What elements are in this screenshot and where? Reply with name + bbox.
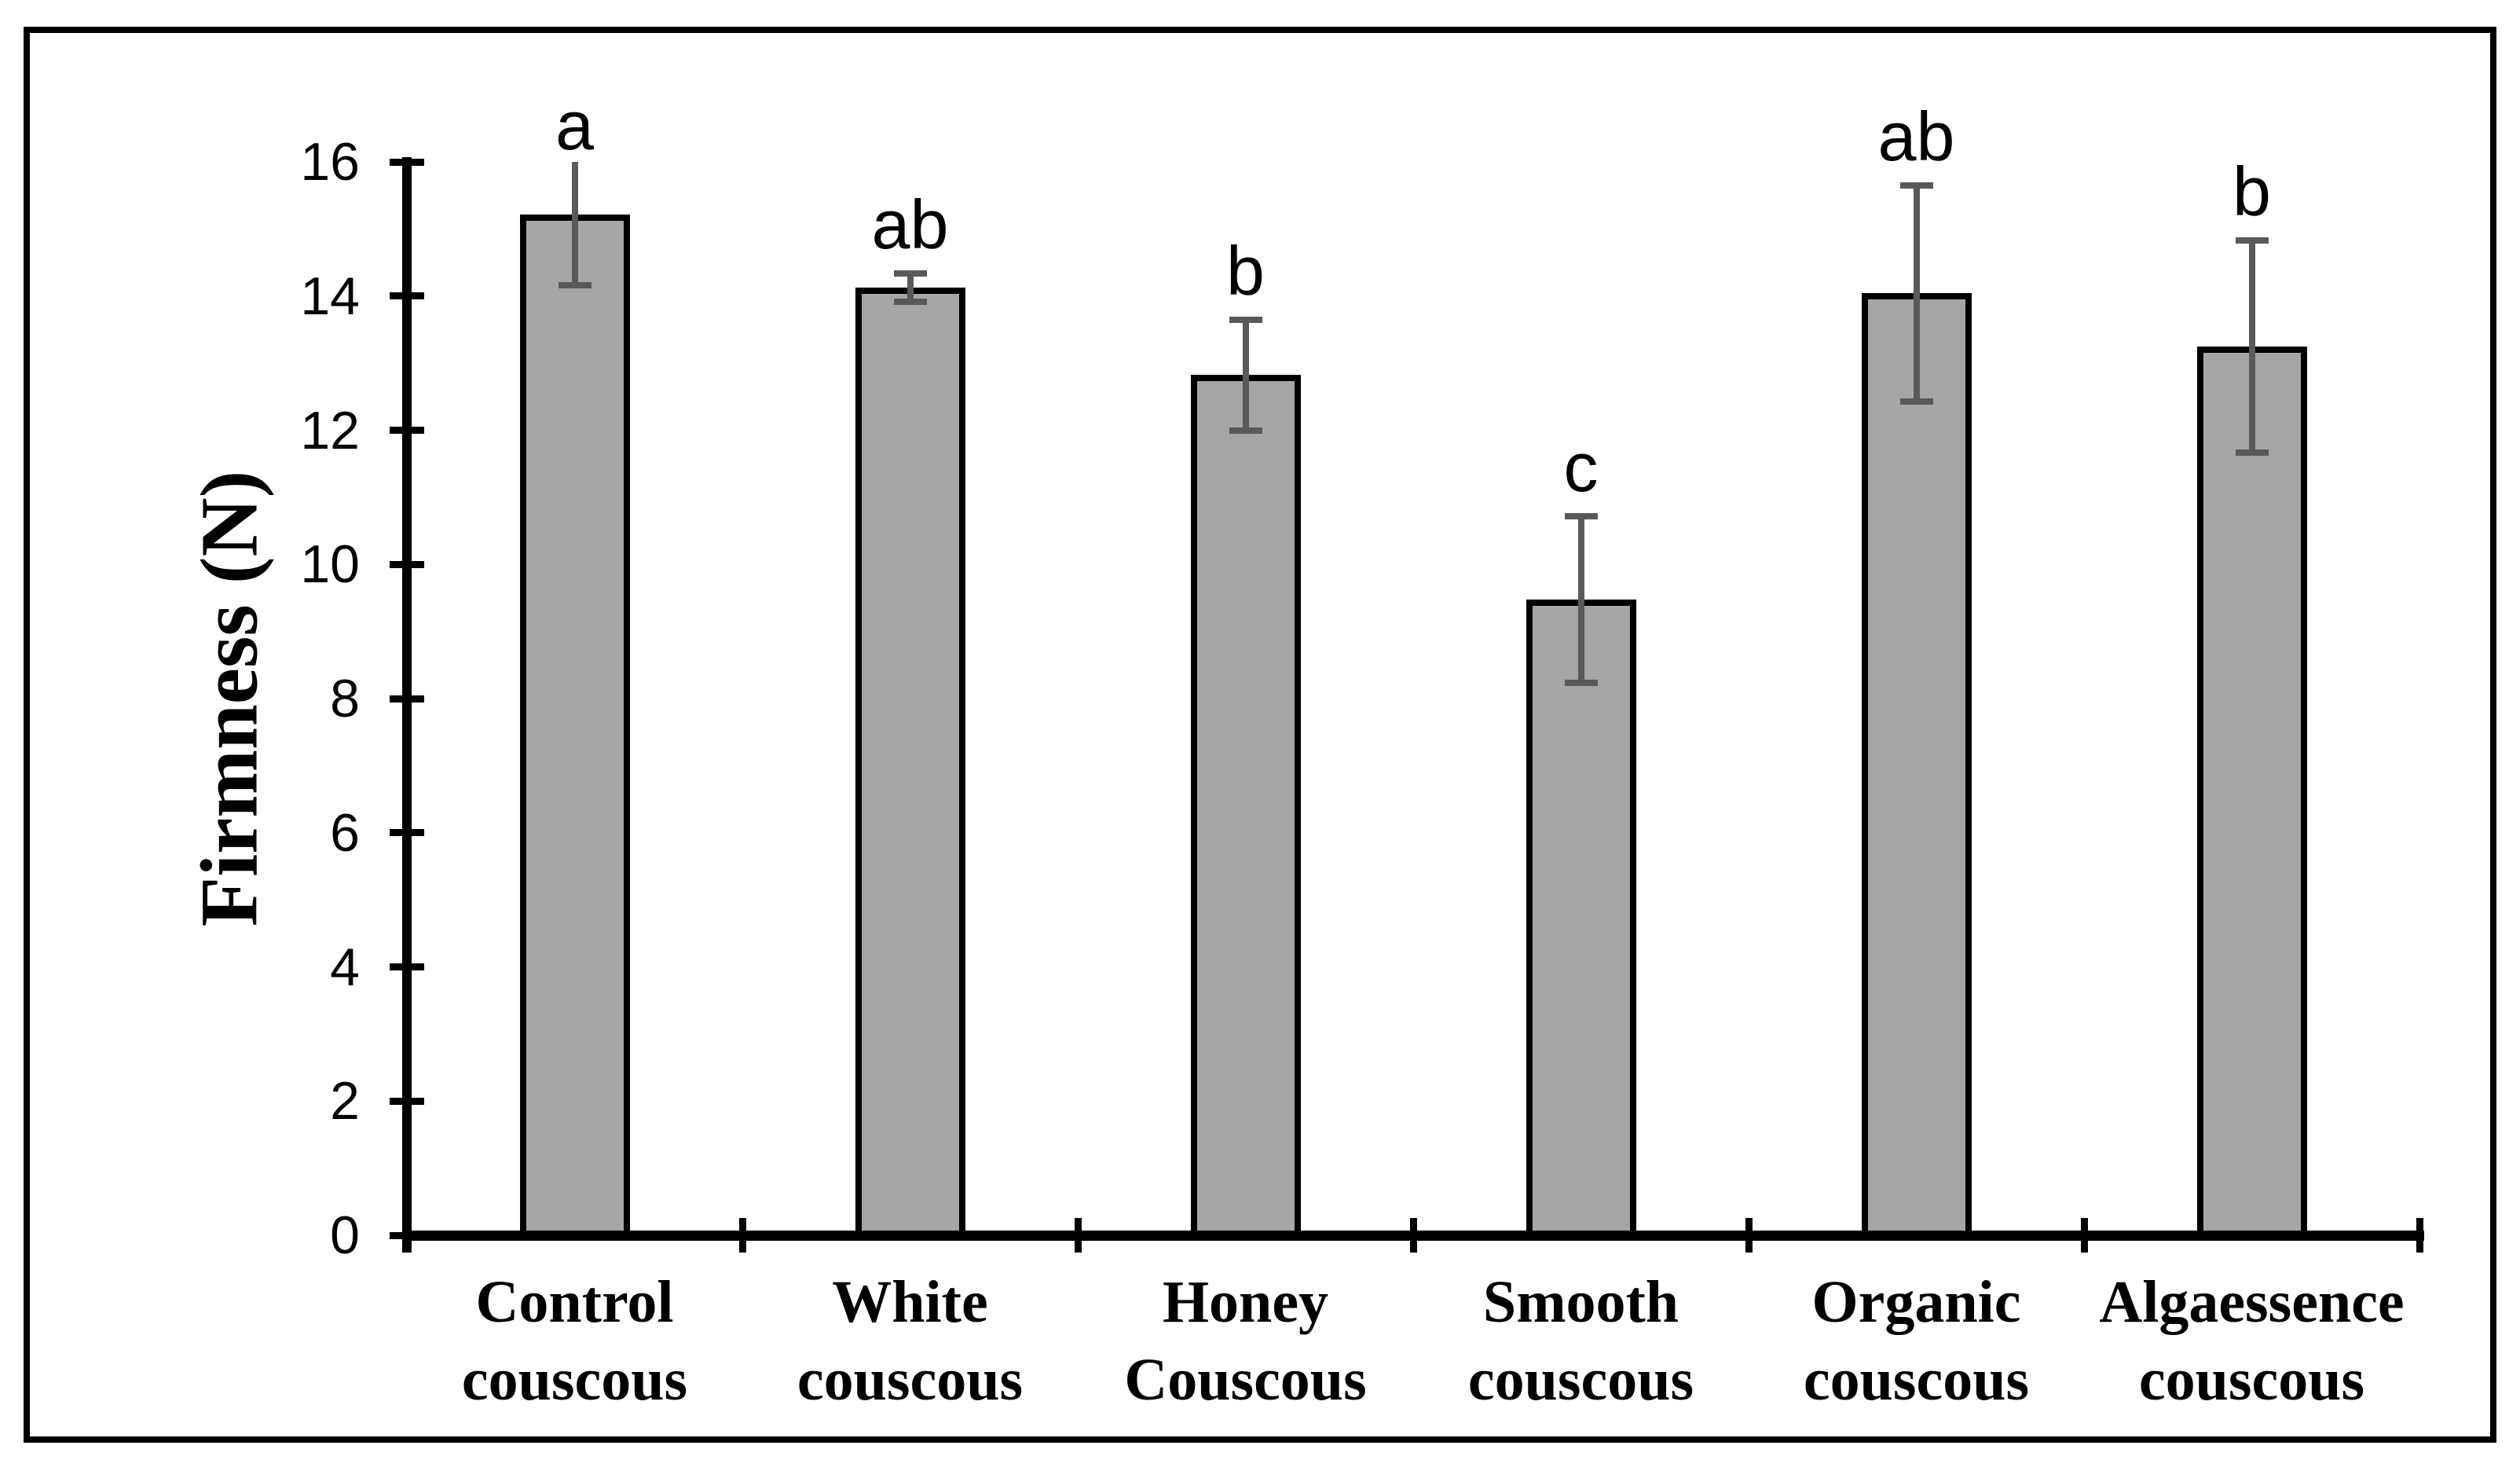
error-bar-line bbox=[571, 162, 578, 286]
y-tick-label: 14 bbox=[300, 266, 360, 326]
x-axis-label-line: Smooth bbox=[1482, 1269, 1679, 1335]
error-bar-cap-top bbox=[1899, 182, 1933, 189]
error-bar-cap-bottom bbox=[1564, 679, 1598, 686]
error-bar-cap-top bbox=[893, 270, 927, 277]
significance-letter: c bbox=[1563, 427, 1599, 506]
x-axis-label-line: Honey bbox=[1162, 1269, 1329, 1335]
x-axis-label-line: couscous bbox=[1467, 1347, 1694, 1413]
significance-letter: ab bbox=[871, 185, 949, 263]
x-tick-mark bbox=[2416, 1218, 2423, 1253]
y-tick-label: 6 bbox=[330, 802, 360, 863]
error-bar-line bbox=[1913, 185, 1920, 402]
bar-4 bbox=[1526, 599, 1636, 1235]
x-axis-label: Algaessence couscous bbox=[2084, 1264, 2419, 1419]
bar-3 bbox=[1190, 375, 1301, 1235]
x-tick-mark bbox=[1074, 1218, 1082, 1253]
error-bar-line bbox=[1242, 320, 1249, 431]
significance-letter: b bbox=[2232, 152, 2271, 230]
x-tick-mark bbox=[1409, 1218, 1417, 1253]
y-tick-mark bbox=[390, 829, 424, 837]
x-axis-label-line: Couscous bbox=[1124, 1347, 1367, 1413]
error-bar-cap-bottom bbox=[893, 298, 927, 305]
y-tick-label: 4 bbox=[330, 937, 360, 997]
x-axis-label: Honey Couscous bbox=[1078, 1264, 1413, 1419]
error-bar-cap-top bbox=[2235, 237, 2269, 244]
x-axis-label-line: Algaessence bbox=[2099, 1269, 2405, 1335]
bar-6 bbox=[2196, 346, 2307, 1235]
y-axis-line bbox=[402, 157, 412, 1253]
significance-letter: b bbox=[1226, 232, 1265, 310]
error-bar-line bbox=[2248, 240, 2255, 453]
x-axis-label-line: Control bbox=[475, 1269, 674, 1335]
y-tick-mark bbox=[390, 1097, 424, 1105]
bar-2 bbox=[855, 287, 965, 1235]
x-axis-label: Smooth couscous bbox=[1413, 1264, 1749, 1419]
significance-letter: ab bbox=[1877, 97, 1955, 175]
y-tick-label: 2 bbox=[330, 1071, 360, 1132]
bar-1 bbox=[519, 214, 630, 1235]
significance-letter: a bbox=[555, 86, 594, 164]
error-bar-cap-bottom bbox=[1229, 427, 1262, 434]
x-tick-mark bbox=[2080, 1218, 2088, 1253]
x-tick-mark bbox=[738, 1218, 746, 1253]
x-axis-label-line: Organic bbox=[1811, 1269, 2021, 1335]
y-tick-mark bbox=[390, 963, 424, 970]
y-tick-label: 8 bbox=[330, 669, 360, 728]
y-tick-mark bbox=[390, 158, 424, 166]
x-tick-mark bbox=[1745, 1218, 1753, 1253]
x-axis-label-line: couscous bbox=[1803, 1347, 2030, 1413]
y-tick-mark bbox=[390, 560, 424, 568]
x-axis-label-line: couscous bbox=[461, 1347, 688, 1413]
y-tick-label: 10 bbox=[300, 534, 360, 595]
x-axis-label-line: couscous bbox=[797, 1347, 1024, 1413]
error-bar-cap-bottom bbox=[2235, 449, 2269, 456]
y-tick-label: 12 bbox=[300, 400, 360, 460]
x-tick-mark bbox=[403, 1218, 411, 1253]
error-bar-line bbox=[907, 273, 914, 302]
y-tick-mark bbox=[390, 427, 424, 434]
plot-area bbox=[407, 162, 2419, 1235]
x-axis-label: Organic couscous bbox=[1749, 1264, 2084, 1419]
x-axis-label: White couscous bbox=[742, 1264, 1078, 1419]
y-tick-mark bbox=[390, 695, 424, 702]
error-bar-cap-top bbox=[1564, 512, 1598, 519]
error-bar-line bbox=[1577, 515, 1584, 683]
bar-5 bbox=[1861, 293, 1972, 1235]
x-axis-label-line: White bbox=[832, 1269, 988, 1335]
error-bar-cap-bottom bbox=[558, 282, 592, 289]
error-bar-cap-top bbox=[1229, 317, 1262, 324]
x-axis-label-line: couscous bbox=[2138, 1347, 2365, 1413]
y-tick-label: 16 bbox=[300, 132, 360, 192]
y-tick-label: 0 bbox=[330, 1205, 360, 1265]
error-bar-cap-bottom bbox=[1899, 398, 1933, 405]
y-tick-mark bbox=[390, 292, 424, 300]
x-axis-label: Control couscous bbox=[407, 1264, 742, 1419]
